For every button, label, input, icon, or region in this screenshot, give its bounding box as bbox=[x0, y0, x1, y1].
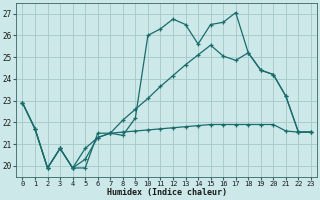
X-axis label: Humidex (Indice chaleur): Humidex (Indice chaleur) bbox=[107, 188, 227, 197]
